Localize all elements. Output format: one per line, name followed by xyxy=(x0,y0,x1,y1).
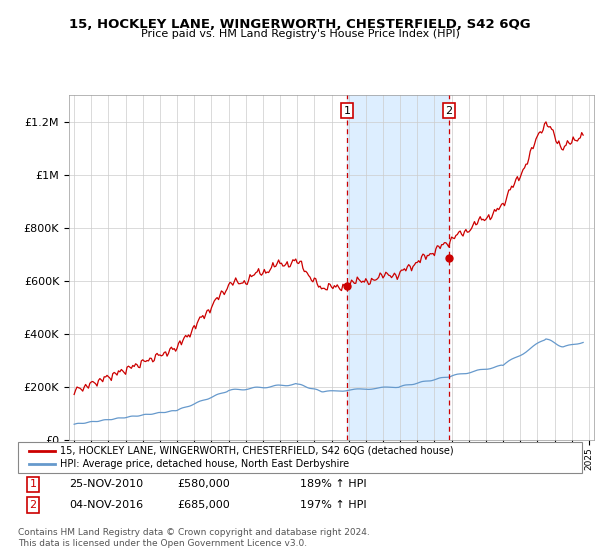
Text: 1: 1 xyxy=(29,479,37,489)
Text: 2: 2 xyxy=(29,500,37,510)
Text: 15, HOCKLEY LANE, WINGERWORTH, CHESTERFIELD, S42 6QG (detached house): 15, HOCKLEY LANE, WINGERWORTH, CHESTERFI… xyxy=(60,446,454,456)
Text: 189% ↑ HPI: 189% ↑ HPI xyxy=(300,479,367,489)
Bar xyxy=(347,95,449,440)
Text: 15, HOCKLEY LANE, WINGERWORTH, CHESTERFIELD, S42 6QG: 15, HOCKLEY LANE, WINGERWORTH, CHESTERFI… xyxy=(69,18,531,31)
Text: £685,000: £685,000 xyxy=(177,500,230,510)
Text: Price paid vs. HM Land Registry's House Price Index (HPI): Price paid vs. HM Land Registry's House … xyxy=(140,29,460,39)
Text: Contains HM Land Registry data © Crown copyright and database right 2024.
This d: Contains HM Land Registry data © Crown c… xyxy=(18,528,370,548)
Text: 04-NOV-2016: 04-NOV-2016 xyxy=(69,500,143,510)
Text: HPI: Average price, detached house, North East Derbyshire: HPI: Average price, detached house, Nort… xyxy=(60,459,349,469)
Text: 25-NOV-2010: 25-NOV-2010 xyxy=(69,479,143,489)
Text: 197% ↑ HPI: 197% ↑ HPI xyxy=(300,500,367,510)
Text: 2: 2 xyxy=(445,105,452,115)
Text: 1: 1 xyxy=(343,105,350,115)
Text: £580,000: £580,000 xyxy=(177,479,230,489)
